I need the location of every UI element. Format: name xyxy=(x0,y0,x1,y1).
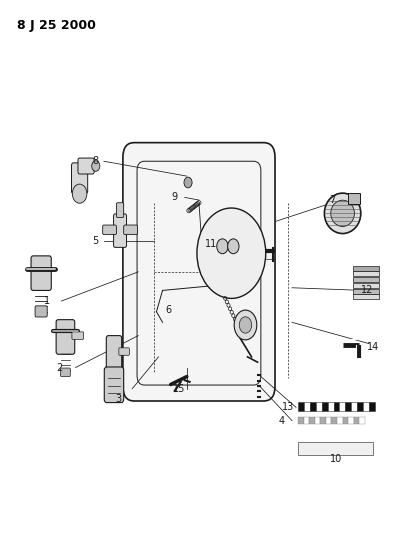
Bar xyxy=(362,401,368,411)
Bar xyxy=(352,283,378,288)
FancyBboxPatch shape xyxy=(123,143,274,401)
Bar xyxy=(327,401,333,411)
Text: 5: 5 xyxy=(92,236,99,246)
Bar xyxy=(342,417,347,424)
Circle shape xyxy=(227,239,239,254)
FancyBboxPatch shape xyxy=(60,368,70,376)
Bar xyxy=(333,401,339,411)
FancyBboxPatch shape xyxy=(56,320,75,354)
Bar xyxy=(352,277,378,282)
Circle shape xyxy=(92,161,100,171)
FancyBboxPatch shape xyxy=(102,225,116,235)
FancyBboxPatch shape xyxy=(347,193,359,204)
Text: 3: 3 xyxy=(115,394,121,405)
Bar xyxy=(352,265,378,271)
Bar xyxy=(297,442,372,455)
Bar xyxy=(352,288,378,294)
FancyBboxPatch shape xyxy=(71,163,87,193)
Text: 7: 7 xyxy=(328,195,335,205)
FancyBboxPatch shape xyxy=(72,332,83,340)
Circle shape xyxy=(196,208,265,298)
FancyBboxPatch shape xyxy=(104,367,124,402)
Bar xyxy=(297,401,303,411)
Text: 4: 4 xyxy=(278,416,284,426)
Bar xyxy=(336,417,342,424)
Text: 9: 9 xyxy=(171,192,177,203)
Bar xyxy=(303,417,309,424)
Text: 15: 15 xyxy=(172,384,184,394)
FancyBboxPatch shape xyxy=(124,225,137,235)
Text: 12: 12 xyxy=(360,286,372,295)
FancyBboxPatch shape xyxy=(106,336,121,375)
Ellipse shape xyxy=(324,193,360,233)
Bar xyxy=(297,417,303,424)
Bar xyxy=(353,417,358,424)
Bar xyxy=(303,401,309,411)
Bar xyxy=(358,417,364,424)
Bar xyxy=(309,417,314,424)
Text: 14: 14 xyxy=(366,342,378,352)
Bar xyxy=(350,401,356,411)
FancyBboxPatch shape xyxy=(119,348,129,356)
Bar xyxy=(345,401,350,411)
Bar xyxy=(321,401,327,411)
Text: 13: 13 xyxy=(281,402,293,413)
Bar xyxy=(339,401,345,411)
Circle shape xyxy=(183,177,192,188)
Bar xyxy=(330,417,336,424)
FancyBboxPatch shape xyxy=(113,214,126,247)
Circle shape xyxy=(234,310,256,340)
Ellipse shape xyxy=(330,200,354,227)
Text: 10: 10 xyxy=(330,454,342,464)
Bar xyxy=(347,417,353,424)
Bar xyxy=(325,417,330,424)
Bar xyxy=(352,271,378,277)
FancyBboxPatch shape xyxy=(31,256,51,290)
Circle shape xyxy=(239,317,251,333)
Bar xyxy=(356,401,362,411)
Bar xyxy=(352,294,378,300)
Text: 2: 2 xyxy=(56,362,62,373)
FancyBboxPatch shape xyxy=(35,306,47,317)
Bar xyxy=(314,417,320,424)
FancyBboxPatch shape xyxy=(116,203,124,217)
Bar xyxy=(315,401,321,411)
Bar xyxy=(309,401,315,411)
FancyBboxPatch shape xyxy=(78,158,94,174)
Circle shape xyxy=(72,184,87,203)
Bar xyxy=(320,417,325,424)
Text: 8 J 25 2000: 8 J 25 2000 xyxy=(17,19,96,33)
Text: 11: 11 xyxy=(205,239,217,248)
Text: 1: 1 xyxy=(44,296,50,306)
Circle shape xyxy=(216,239,228,254)
Text: 6: 6 xyxy=(165,305,171,315)
Text: 8: 8 xyxy=(92,156,98,166)
Bar xyxy=(368,401,374,411)
